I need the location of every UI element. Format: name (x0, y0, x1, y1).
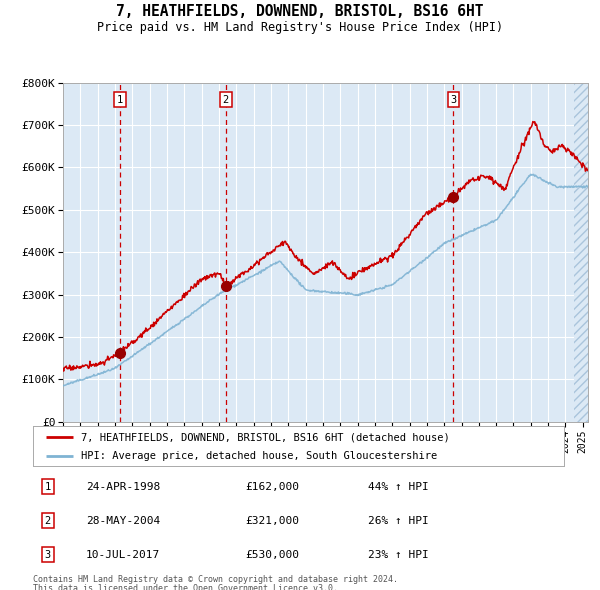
Text: £321,000: £321,000 (245, 516, 299, 526)
Text: 44% ↑ HPI: 44% ↑ HPI (368, 481, 428, 491)
Text: £530,000: £530,000 (245, 550, 299, 560)
Text: 1: 1 (117, 94, 124, 104)
Text: £162,000: £162,000 (245, 481, 299, 491)
Text: 1: 1 (45, 481, 51, 491)
Text: 24-APR-1998: 24-APR-1998 (86, 481, 160, 491)
Text: 28-MAY-2004: 28-MAY-2004 (86, 516, 160, 526)
Text: This data is licensed under the Open Government Licence v3.0.: This data is licensed under the Open Gov… (33, 584, 338, 590)
Text: 10-JUL-2017: 10-JUL-2017 (86, 550, 160, 560)
Text: 23% ↑ HPI: 23% ↑ HPI (368, 550, 428, 560)
Text: 2: 2 (223, 94, 229, 104)
Text: HPI: Average price, detached house, South Gloucestershire: HPI: Average price, detached house, Sout… (81, 451, 437, 461)
Text: 3: 3 (45, 550, 51, 560)
Text: 7, HEATHFIELDS, DOWNEND, BRISTOL, BS16 6HT (detached house): 7, HEATHFIELDS, DOWNEND, BRISTOL, BS16 6… (81, 432, 449, 442)
Text: 2: 2 (45, 516, 51, 526)
Text: 3: 3 (450, 94, 457, 104)
Text: Contains HM Land Registry data © Crown copyright and database right 2024.: Contains HM Land Registry data © Crown c… (33, 575, 398, 584)
Text: Price paid vs. HM Land Registry's House Price Index (HPI): Price paid vs. HM Land Registry's House … (97, 21, 503, 34)
Text: 26% ↑ HPI: 26% ↑ HPI (368, 516, 428, 526)
Text: 7, HEATHFIELDS, DOWNEND, BRISTOL, BS16 6HT: 7, HEATHFIELDS, DOWNEND, BRISTOL, BS16 6… (116, 4, 484, 19)
